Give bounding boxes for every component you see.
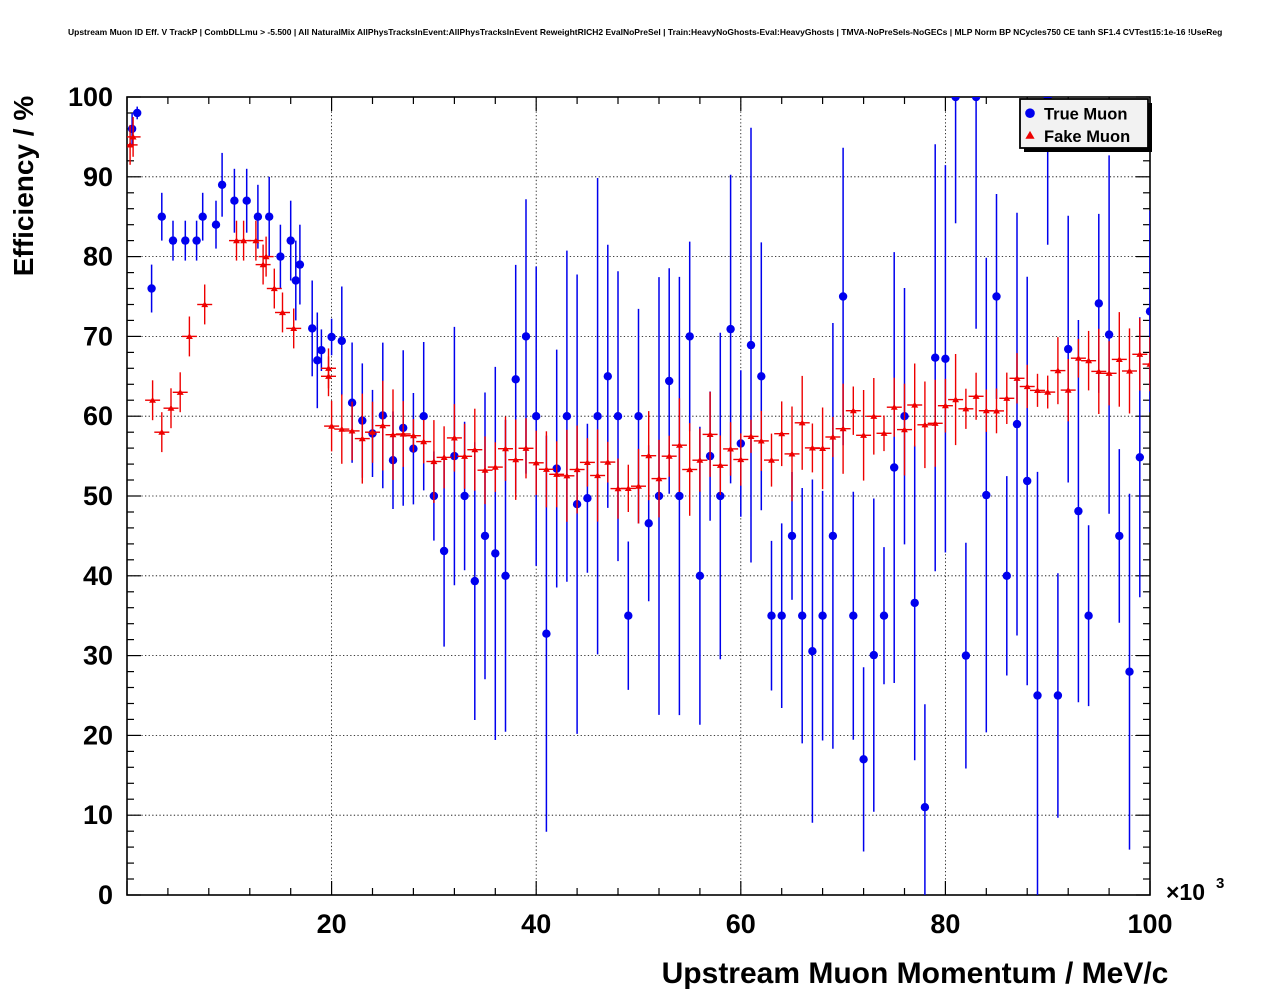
svg-text:20: 20 [317,909,347,939]
svg-text:80: 80 [83,242,113,272]
svg-text:Efficiency / %: Efficiency / % [8,96,39,277]
svg-text:40: 40 [83,561,113,591]
svg-text:10: 10 [83,800,113,830]
svg-text:Upstream Muon Momentum / MeV/c: Upstream Muon Momentum / MeV/c [662,957,1169,990]
svg-text:60: 60 [83,401,113,431]
svg-text:20: 20 [83,720,113,750]
svg-text:80: 80 [930,909,960,939]
svg-text:0: 0 [98,880,113,910]
svg-text:30: 30 [83,641,113,671]
svg-text:True Muon: True Muon [1044,106,1127,124]
svg-text:Fake Muon: Fake Muon [1044,128,1130,146]
svg-text:Upstream Muon ID Eff. V TrackP: Upstream Muon ID Eff. V TrackP | CombDLL… [68,27,1222,37]
svg-text:3: 3 [1216,875,1224,892]
svg-text:50: 50 [83,481,113,511]
svg-text:100: 100 [1127,909,1172,939]
svg-text:70: 70 [83,321,113,351]
svg-text:90: 90 [83,162,113,192]
svg-text:100: 100 [68,82,113,112]
svg-text:×10: ×10 [1166,879,1205,905]
svg-text:40: 40 [521,909,551,939]
svg-text:60: 60 [726,909,756,939]
